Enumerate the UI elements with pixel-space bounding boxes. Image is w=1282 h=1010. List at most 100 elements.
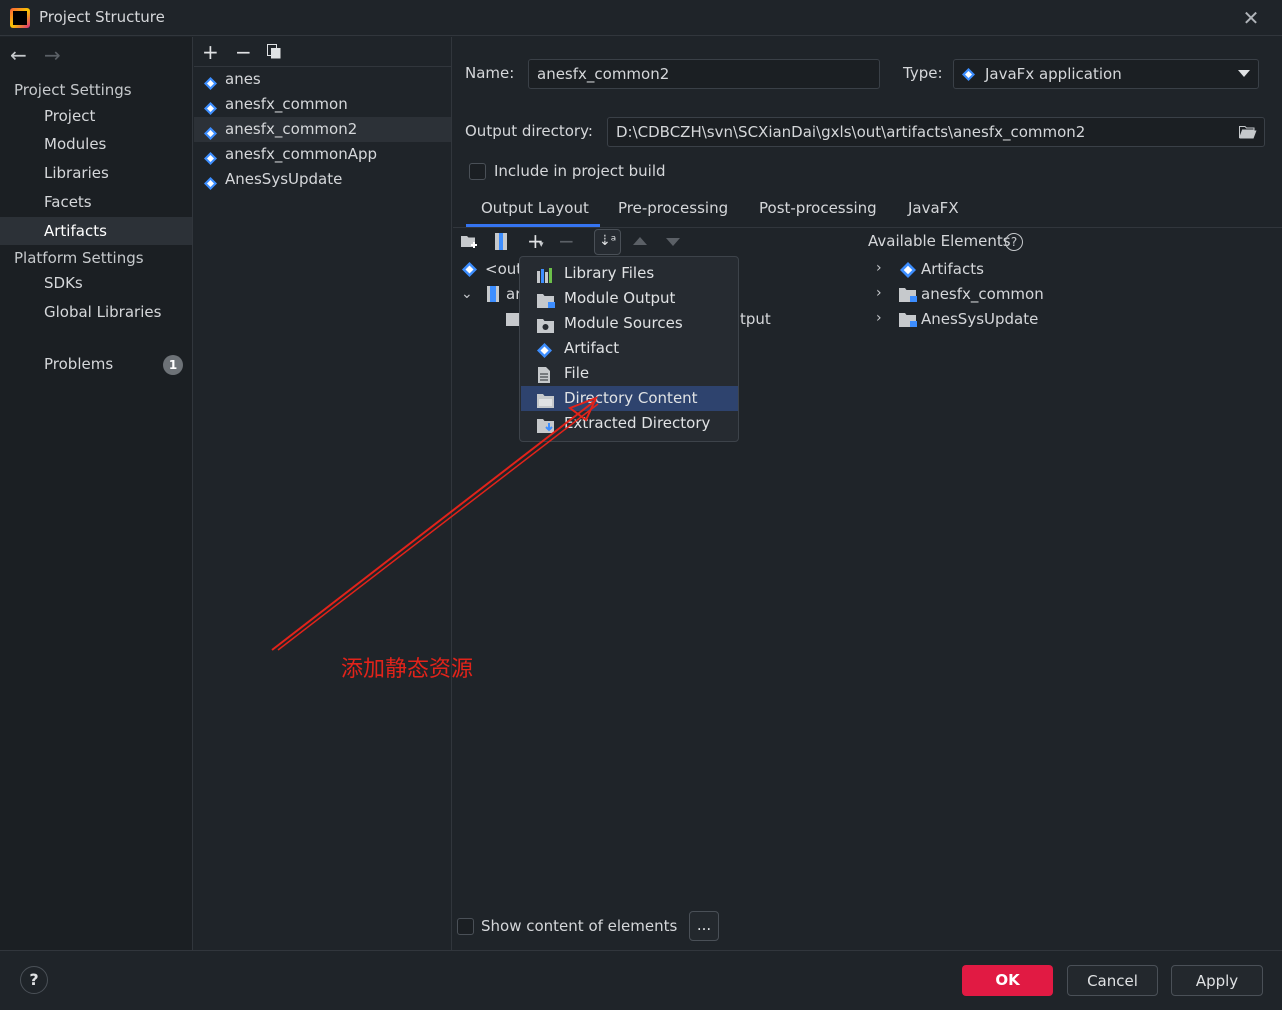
artifact-item[interactable]: anesfx_common (194, 92, 451, 117)
create-directory-icon[interactable] (461, 234, 479, 249)
include-in-build-label: Include in project build (494, 162, 666, 180)
platform-settings-header: Platform Settings (14, 249, 144, 267)
output-directory-field[interactable]: D:\CDBCZH\svn\SCXianDai\gxls\out\artifac… (607, 117, 1265, 147)
tab-javafx[interactable]: JavaFX (908, 199, 959, 217)
sidebar-item-libraries[interactable]: Libraries (44, 164, 109, 182)
menu-item-module-output[interactable]: Module Output (521, 286, 738, 311)
title-bar (0, 0, 1282, 36)
menu-item-label: Extracted Directory (564, 414, 711, 432)
add-element-icon[interactable]: + (527, 229, 544, 253)
javafx-artifact-icon (962, 67, 975, 81)
module-folder-icon (899, 287, 917, 302)
tab-pre-processing[interactable]: Pre-processing (618, 199, 729, 217)
sort-az-icon: ⇣ᵃ (599, 233, 617, 249)
artifact-item[interactable]: anes (194, 67, 451, 92)
remove-artifact-icon[interactable]: − (235, 40, 252, 64)
tabs-divider (453, 227, 1282, 228)
show-content-label: Show content of elements (481, 917, 678, 935)
folder-icon (537, 391, 555, 408)
back-arrow-icon[interactable]: ← (10, 43, 27, 67)
artifact-label: anes (225, 70, 261, 88)
available-item-anessysupdate[interactable]: AnesSysUpdate (921, 310, 1039, 328)
artifacts-list-panel: + − (194, 37, 452, 950)
layout-tree-module-output[interactable]: tput (740, 310, 771, 328)
project-settings-header: Project Settings (14, 81, 132, 99)
sort-elements-button[interactable]: ⇣ᵃ (594, 229, 621, 255)
chevron-down-icon[interactable]: ⌄ (461, 286, 473, 302)
library-icon (537, 266, 555, 283)
available-item-anesfx-common[interactable]: anesfx_common (921, 285, 1044, 303)
sidebar-item-problems[interactable]: Problems (44, 355, 114, 373)
intellij-app-icon (10, 8, 30, 28)
remove-element-icon[interactable]: − (558, 229, 575, 253)
artifacts-icon (900, 262, 916, 278)
menu-item-library-files[interactable]: Library Files (521, 261, 738, 286)
move-up-icon[interactable] (633, 237, 647, 245)
move-down-icon[interactable] (666, 238, 680, 246)
browse-folder-icon[interactable] (1239, 125, 1257, 139)
artifact-item[interactable]: AnesSysUpdate (194, 167, 451, 192)
layout-tree-root[interactable]: <out (485, 260, 523, 278)
menu-item-artifact[interactable]: Artifact (521, 336, 738, 361)
available-elements-header: Available Elements (868, 232, 1011, 250)
artifact-label: anesfx_common (225, 95, 348, 113)
archive-icon (487, 286, 499, 302)
sidebar-item-facets[interactable]: Facets (44, 193, 92, 211)
annotation-text: 添加静态资源 (341, 657, 474, 682)
create-archive-icon[interactable] (494, 233, 508, 250)
close-icon[interactable]: ✕ (1242, 6, 1260, 30)
available-item-artifacts[interactable]: Artifacts (921, 260, 984, 278)
menu-item-file[interactable]: File (521, 361, 738, 386)
copy-artifact-icon[interactable] (267, 44, 281, 59)
tab-post-processing[interactable]: Post-processing (759, 199, 877, 217)
ellipsis-button[interactable]: ... (689, 911, 719, 941)
help-circle-icon[interactable]: ? (1005, 233, 1023, 251)
layout-tree-archive[interactable]: ar (506, 285, 522, 303)
ok-button[interactable]: OK (962, 965, 1053, 996)
menu-item-label: Module Output (564, 289, 676, 307)
sidebar-item-project[interactable]: Project (44, 107, 96, 125)
module-output-icon (506, 313, 520, 326)
window-title: Project Structure (39, 8, 165, 26)
menu-item-label: Artifact (564, 339, 620, 357)
sidebar-item-sdks[interactable]: SDKs (44, 274, 83, 292)
menu-item-module-sources[interactable]: Module Sources (521, 311, 738, 336)
chevron-right-icon[interactable]: › (876, 260, 882, 276)
output-root-icon (462, 262, 477, 277)
type-select[interactable]: JavaFx application (953, 59, 1259, 89)
artifact-item-selected[interactable]: anesfx_common2 (194, 117, 451, 142)
include-in-build-checkbox[interactable] (469, 163, 486, 180)
menu-item-label: File (564, 364, 590, 382)
file-icon (537, 366, 555, 383)
extracted-directory-icon (537, 416, 555, 433)
name-label: Name: (465, 64, 515, 82)
add-artifact-icon[interactable]: + (202, 40, 219, 64)
forward-arrow-icon[interactable]: → (44, 43, 61, 67)
tab-output-layout[interactable]: Output Layout (481, 199, 589, 217)
divider (194, 66, 451, 67)
cancel-button[interactable]: Cancel (1067, 965, 1158, 996)
available-elements-title: Available Elements (868, 232, 1011, 250)
artifact-label: anesfx_commonApp (225, 145, 378, 163)
sidebar-item-global-libraries[interactable]: Global Libraries (44, 303, 162, 321)
type-select-value: JavaFx application (985, 65, 1122, 83)
apply-button[interactable]: Apply (1171, 965, 1263, 996)
chevron-right-icon[interactable]: › (876, 310, 882, 326)
show-content-checkbox[interactable] (457, 918, 474, 935)
type-label: Type: (903, 64, 943, 82)
artifact-icon (204, 173, 217, 190)
help-button[interactable]: ? (20, 966, 48, 994)
menu-item-extracted-directory[interactable]: Extracted Directory (521, 411, 738, 436)
chevron-right-icon[interactable]: › (876, 285, 882, 301)
dropdown-arrow-icon[interactable] (1238, 70, 1250, 77)
artifact-icon (204, 123, 217, 140)
name-field[interactable]: anesfx_common2 (528, 59, 880, 89)
settings-sidebar: ← → Project Settings Project Modules Lib… (0, 37, 193, 950)
sidebar-item-modules[interactable]: Modules (44, 135, 107, 153)
artifact-icon (204, 98, 217, 115)
menu-item-label: Library Files (564, 264, 655, 282)
artifact-item[interactable]: anesfx_commonApp (194, 142, 451, 167)
menu-item-directory-content[interactable]: Directory Content (521, 386, 738, 411)
module-sources-icon (537, 316, 555, 333)
sidebar-item-artifacts[interactable]: Artifacts (0, 217, 192, 245)
